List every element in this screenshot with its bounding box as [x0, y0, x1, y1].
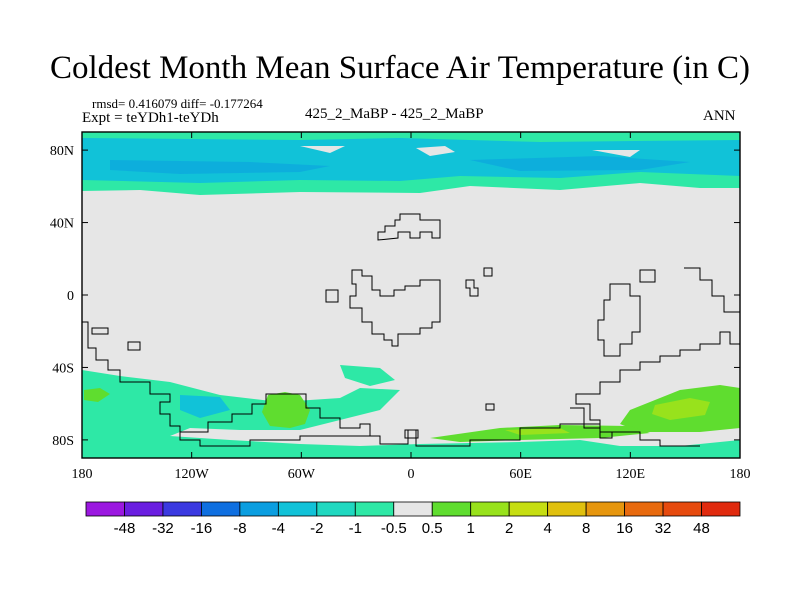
- y-tick-label: 40N: [50, 217, 74, 232]
- colorbar-swatch: [239, 501, 279, 517]
- coastline-arabia: [465, 279, 479, 297]
- colorbar-swatch: [585, 501, 625, 517]
- colorbar-swatch: [470, 501, 510, 517]
- coastline-sa-small-2: [127, 341, 141, 351]
- chart-title: Coldest Month Mean Surface Air Temperatu…: [50, 50, 750, 86]
- y-tick-label: 80S: [52, 434, 74, 449]
- region-arctic-core-2: [110, 160, 330, 174]
- colorbar-swatch: [431, 501, 472, 517]
- colorbar-swatch: [508, 501, 549, 517]
- colorbar-label: 48: [693, 520, 710, 537]
- colorbar-label: 1: [467, 520, 475, 537]
- coastline-antarctic-peninsula: [179, 393, 371, 447]
- colorbar-label: 0.5: [422, 520, 443, 537]
- coastline-small-ant-2: [404, 429, 419, 439]
- colorbar-swatch: [124, 501, 164, 517]
- region-sw-pacific-warming-2: [652, 398, 710, 420]
- region-southern-ocean-3: [340, 365, 395, 386]
- x-tick-label: 0: [408, 467, 415, 482]
- x-tick-label: 120W: [175, 467, 210, 482]
- colorbar-swatch: [547, 501, 587, 517]
- y-tick-label: 80N: [50, 144, 74, 159]
- y-tick-label: 40S: [52, 361, 74, 376]
- colorbar-swatch: [624, 501, 664, 517]
- coastline-sa-small-1: [91, 327, 109, 335]
- stats-text: rmsd= 0.416079 diff= -0.177264: [92, 96, 263, 111]
- colorbar-label: 32: [655, 520, 672, 537]
- coastline-small-ant: [485, 403, 495, 411]
- colorbar-label: -0.5: [381, 520, 407, 537]
- coastline-island-2: [483, 267, 493, 277]
- coastline-weddell: [370, 423, 700, 447]
- colorbar-label: -48: [114, 520, 136, 537]
- colorbar-label: 4: [543, 520, 551, 537]
- coastline-australia-northwest: [597, 283, 641, 357]
- colorbar-label: -8: [233, 520, 246, 537]
- colorbar-label: 16: [616, 520, 633, 537]
- coastlines: [82, 213, 740, 447]
- region-peninsula-warming: [262, 392, 310, 428]
- x-tick-label: 180: [730, 467, 751, 482]
- colorbar-swatch: [662, 501, 702, 517]
- region-arctic-neutral-2: [592, 150, 640, 157]
- colorbar-swatch: [162, 501, 202, 517]
- colorbar-swatch: [701, 501, 741, 517]
- coastline-south-america: [82, 321, 181, 432]
- colorbar-swatch: [316, 501, 356, 517]
- y-tick-label: 0: [67, 289, 74, 304]
- colorbar-swatch: [393, 501, 433, 517]
- coastline-asia: [639, 269, 656, 283]
- region-arctic-core-3: [470, 156, 690, 171]
- subtitle: 425_2_MaBP - 425_2_MaBP: [305, 106, 484, 122]
- x-tick-label: 60E: [509, 467, 532, 482]
- x-tick-label: 120E: [616, 467, 646, 482]
- colorbar-swatch: [277, 501, 318, 517]
- x-tick-label: 180: [72, 467, 93, 482]
- colorbar-label: 8: [582, 520, 590, 537]
- experiment-label: Expt = teYDh1-teYDh: [82, 110, 219, 126]
- colorbar-swatch: [354, 501, 395, 517]
- region-peninsula-warming-2: [84, 388, 110, 402]
- colorbar-swatch: [85, 501, 125, 517]
- colorbar-label: -4: [272, 520, 285, 537]
- colorbar-label: -16: [191, 520, 213, 537]
- map-plot: [81, 131, 741, 459]
- region-east-antarctic-warming-2: [505, 428, 570, 435]
- colorbar-swatch: [201, 501, 241, 517]
- coastline-europe: [377, 213, 441, 241]
- colorbar-label: 2: [505, 520, 513, 537]
- x-tick-label: 60W: [288, 467, 316, 482]
- colorbar-label: -2: [310, 520, 323, 537]
- axes: 180 120W 60W 0 60E 120E 180 80N 40N 0 40S 80S: [50, 132, 751, 482]
- coastline-island-1: [325, 289, 339, 303]
- region-arctic-neutral-3: [300, 146, 345, 153]
- region-southern-ocean-2: [180, 395, 230, 418]
- season-label: ANN: [703, 108, 736, 124]
- region-arctic-neutral-1: [416, 146, 455, 156]
- colorbar: -48 -32 -16 -8 -4 -2 -1 -0.5 0.5 1 2 4 8 16 32 48: [85, 501, 741, 537]
- colorbar-label: -1: [349, 520, 362, 537]
- coastline-africa: [349, 269, 441, 347]
- colorbar-label: -32: [152, 520, 174, 537]
